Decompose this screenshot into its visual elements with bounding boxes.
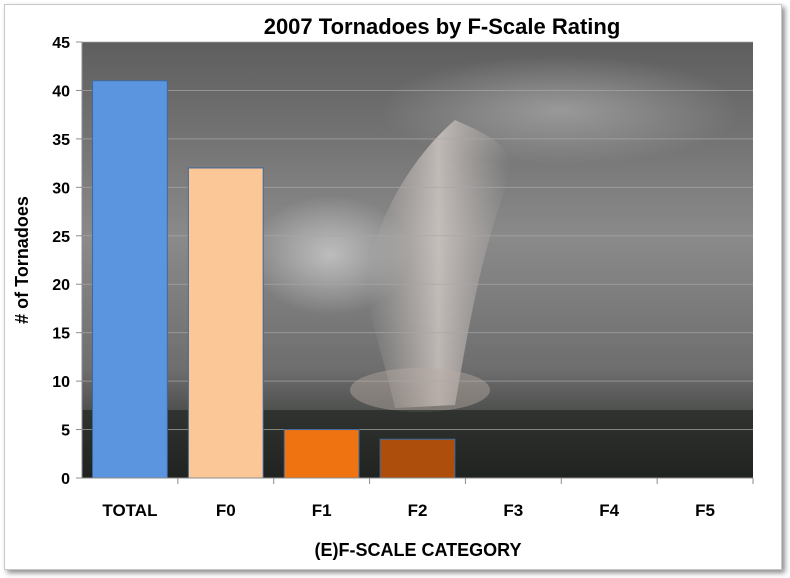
y-axis-label: # of Tornadoes — [12, 196, 32, 324]
x-tick-label-f4: F4 — [599, 501, 619, 520]
x-axis-label: (E)F-SCALE CATEGORY — [315, 540, 522, 560]
bar-f1 — [283, 429, 360, 479]
bar-f0 — [187, 167, 264, 479]
y-tick-label: 15 — [52, 326, 70, 343]
tornado-background-image — [82, 42, 753, 478]
y-tick-label: 20 — [52, 277, 70, 294]
y-tick-label: 5 — [61, 423, 70, 440]
x-tick-label-f3: F3 — [503, 501, 523, 520]
x-tick-label-f0: F0 — [216, 501, 236, 520]
y-tick-label: 30 — [52, 180, 70, 197]
y-tick-label: 25 — [52, 229, 70, 246]
y-tick-label: 35 — [52, 132, 70, 149]
x-tick-label-f5: F5 — [695, 501, 715, 520]
x-tick-label-f2: F2 — [408, 501, 428, 520]
x-tick-label-f1: F1 — [312, 501, 332, 520]
chart-title: 2007 Tornadoes by F-Scale Rating — [264, 14, 621, 39]
y-tick-label: 0 — [61, 471, 70, 488]
bar-total — [92, 80, 168, 479]
y-tick-label: 10 — [52, 374, 70, 391]
x-tick-label-total: TOTAL — [102, 501, 157, 520]
y-tick-label: 40 — [52, 83, 70, 100]
y-tick-label: 45 — [52, 35, 70, 52]
bar-f2 — [379, 438, 456, 479]
